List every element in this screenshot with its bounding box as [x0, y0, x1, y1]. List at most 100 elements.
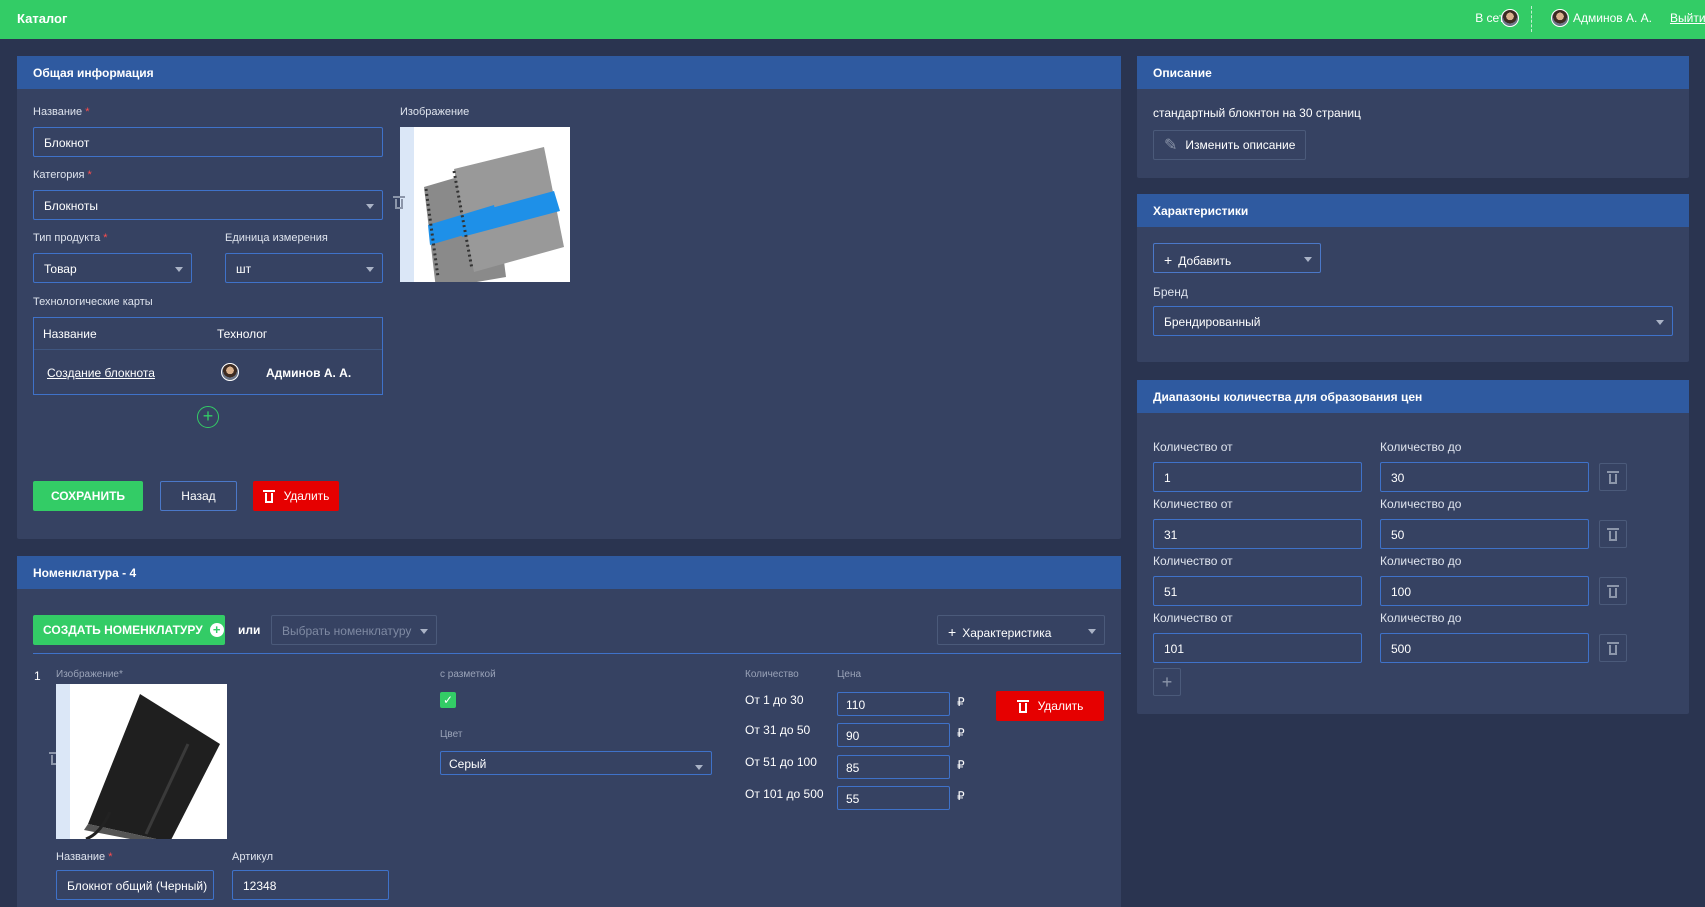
price-label: Цена [837, 669, 862, 680]
back-button[interactable]: Назад [160, 481, 237, 511]
online-avatar [1501, 9, 1519, 27]
app-title: Каталог [17, 11, 68, 26]
range-delete-icon[interactable] [1599, 520, 1627, 548]
markup-checkbox[interactable]: ✓ [440, 692, 456, 708]
color-select[interactable]: Серый [440, 751, 712, 775]
product-type-select[interactable]: Товар [33, 253, 192, 283]
unit-label: Единица измерения [225, 232, 328, 244]
image-delete-icon[interactable] [393, 196, 405, 212]
range-from-label: Количество от [1153, 497, 1233, 511]
create-nomenclature-label: СОЗДАТЬ НОМЕНКЛАТУРУ [43, 623, 203, 637]
item-index: 1 [34, 669, 41, 683]
brand-select[interactable]: Брендированный [1153, 306, 1673, 336]
technologist-avatar [221, 363, 239, 381]
item-article-input[interactable]: 12348 [232, 870, 389, 900]
range-delete-icon[interactable] [1599, 463, 1627, 491]
price-input[interactable]: 85 [837, 755, 950, 779]
tech-col-technologist: Технолог [217, 327, 268, 341]
range-from-input[interactable]: 101 [1153, 633, 1362, 663]
image-label: Изображение [400, 106, 470, 118]
currency-label: ₽ [957, 695, 965, 709]
category-select[interactable]: Блокноты [33, 190, 383, 220]
add-range-button[interactable]: + [1153, 668, 1181, 696]
black-notebook-image [84, 694, 220, 846]
color-label: Цвет [440, 729, 463, 740]
range-to-input[interactable]: 30 [1380, 462, 1589, 492]
range-from-label: Количество от [1153, 554, 1233, 568]
price-range-label: От 101 до 500 [745, 787, 824, 801]
markup-label: с разметкой [440, 669, 496, 680]
name-input[interactable]: Блокнот [33, 127, 383, 157]
add-characteristic-dropdown[interactable]: + Добавить [1153, 243, 1321, 273]
or-label: или [238, 623, 261, 637]
brand-label: Бренд [1153, 285, 1188, 299]
logout-link[interactable]: Выйти [1670, 11, 1705, 25]
item-delete-button[interactable]: Удалить [996, 691, 1104, 721]
price-input[interactable]: 110 [837, 692, 950, 716]
plus-icon: + [1161, 671, 1173, 692]
description-text: стандартный блокнтон на 30 страниц [1153, 106, 1361, 120]
currency-label: ₽ [957, 726, 965, 740]
notebook-image [424, 147, 564, 289]
product-image[interactable] [400, 127, 570, 289]
user-avatar[interactable] [1551, 9, 1569, 27]
item-name-input[interactable]: Блокнот общий (Черный) [56, 870, 214, 900]
item-article-label: Артикул [232, 851, 274, 863]
range-delete-icon[interactable] [1599, 634, 1627, 662]
item-name-label: Название * [56, 851, 113, 863]
price-range-label: От 31 до 50 [745, 723, 811, 737]
select-nomenclature-dropdown[interactable]: Выбрать номенклатуру [271, 615, 437, 645]
range-to-label: Количество до [1380, 497, 1462, 511]
currency-label: ₽ [957, 789, 965, 803]
plus-icon: + [1164, 252, 1173, 268]
unit-select[interactable]: шт [225, 253, 383, 283]
user-name[interactable]: Админов А. А. [1573, 11, 1652, 25]
edit-description-button[interactable]: ✎ Изменить описание [1153, 130, 1306, 160]
general-info-card: Общая информация Название * Блокнот Кате… [17, 56, 1121, 539]
price-input[interactable]: 90 [837, 723, 950, 747]
range-from-input[interactable]: 31 [1153, 519, 1362, 549]
price-range-label: От 1 до 30 [745, 693, 804, 707]
tech-cards-label: Технологические карты [33, 296, 153, 308]
item-delete-label: Удалить [1037, 699, 1084, 713]
range-to-label: Количество до [1380, 440, 1462, 454]
topbar-divider [1531, 6, 1532, 32]
delete-label: Удалить [283, 489, 330, 503]
nomenclature-card: Номенклатура - 4 СОЗДАТЬ НОМЕНКЛАТУРУ + … [17, 556, 1121, 907]
plus-icon: + [948, 624, 957, 640]
technologist-name: Админов А. А. [266, 366, 352, 380]
save-button[interactable]: СОХРАНИТЬ [33, 481, 143, 511]
range-from-label: Количество от [1153, 440, 1233, 454]
add-characteristic-label: Добавить [1178, 254, 1232, 268]
price-input[interactable]: 55 [837, 786, 950, 810]
tech-row-link[interactable]: Создание блокнота [47, 366, 155, 380]
range-to-input[interactable]: 100 [1380, 576, 1589, 606]
characteristics-card: Характеристики + Добавить Бренд Брендиров… [1137, 194, 1689, 362]
delete-button[interactable]: Удалить [253, 481, 339, 511]
description-card: Описание стандартный блокнтон на 30 стра… [1137, 56, 1689, 178]
item-image[interactable] [56, 684, 227, 846]
general-info-header: Общая информация [17, 56, 1121, 89]
edit-description-label: Изменить описание [1185, 138, 1296, 152]
create-nomenclature-button[interactable]: СОЗДАТЬ НОМЕНКЛАТУРУ + [33, 615, 225, 645]
range-to-input[interactable]: 50 [1380, 519, 1589, 549]
characteristic-dropdown[interactable]: + Характеристика [937, 615, 1105, 645]
currency-label: ₽ [957, 758, 965, 772]
description-header: Описание [1137, 56, 1689, 89]
range-delete-icon[interactable] [1599, 577, 1627, 605]
range-to-label: Количество до [1380, 554, 1462, 568]
category-label: Категория * [33, 169, 92, 181]
product-type-label: Тип продукта * [33, 232, 108, 244]
characteristics-header: Характеристики [1137, 194, 1689, 227]
range-to-input[interactable]: 500 [1380, 633, 1589, 663]
tech-col-name: Название [43, 327, 97, 341]
price-ranges-card: Диапазоны количества для образования цен… [1137, 380, 1689, 714]
trash-icon [262, 489, 275, 503]
range-from-input[interactable]: 51 [1153, 576, 1362, 606]
range-to-label: Количество до [1380, 611, 1462, 625]
qty-label: Количество [745, 669, 799, 680]
add-tech-card-button[interactable]: + [197, 406, 219, 428]
range-from-input[interactable]: 1 [1153, 462, 1362, 492]
name-label: Название * [33, 106, 90, 118]
price-range-label: От 51 до 100 [745, 755, 817, 769]
